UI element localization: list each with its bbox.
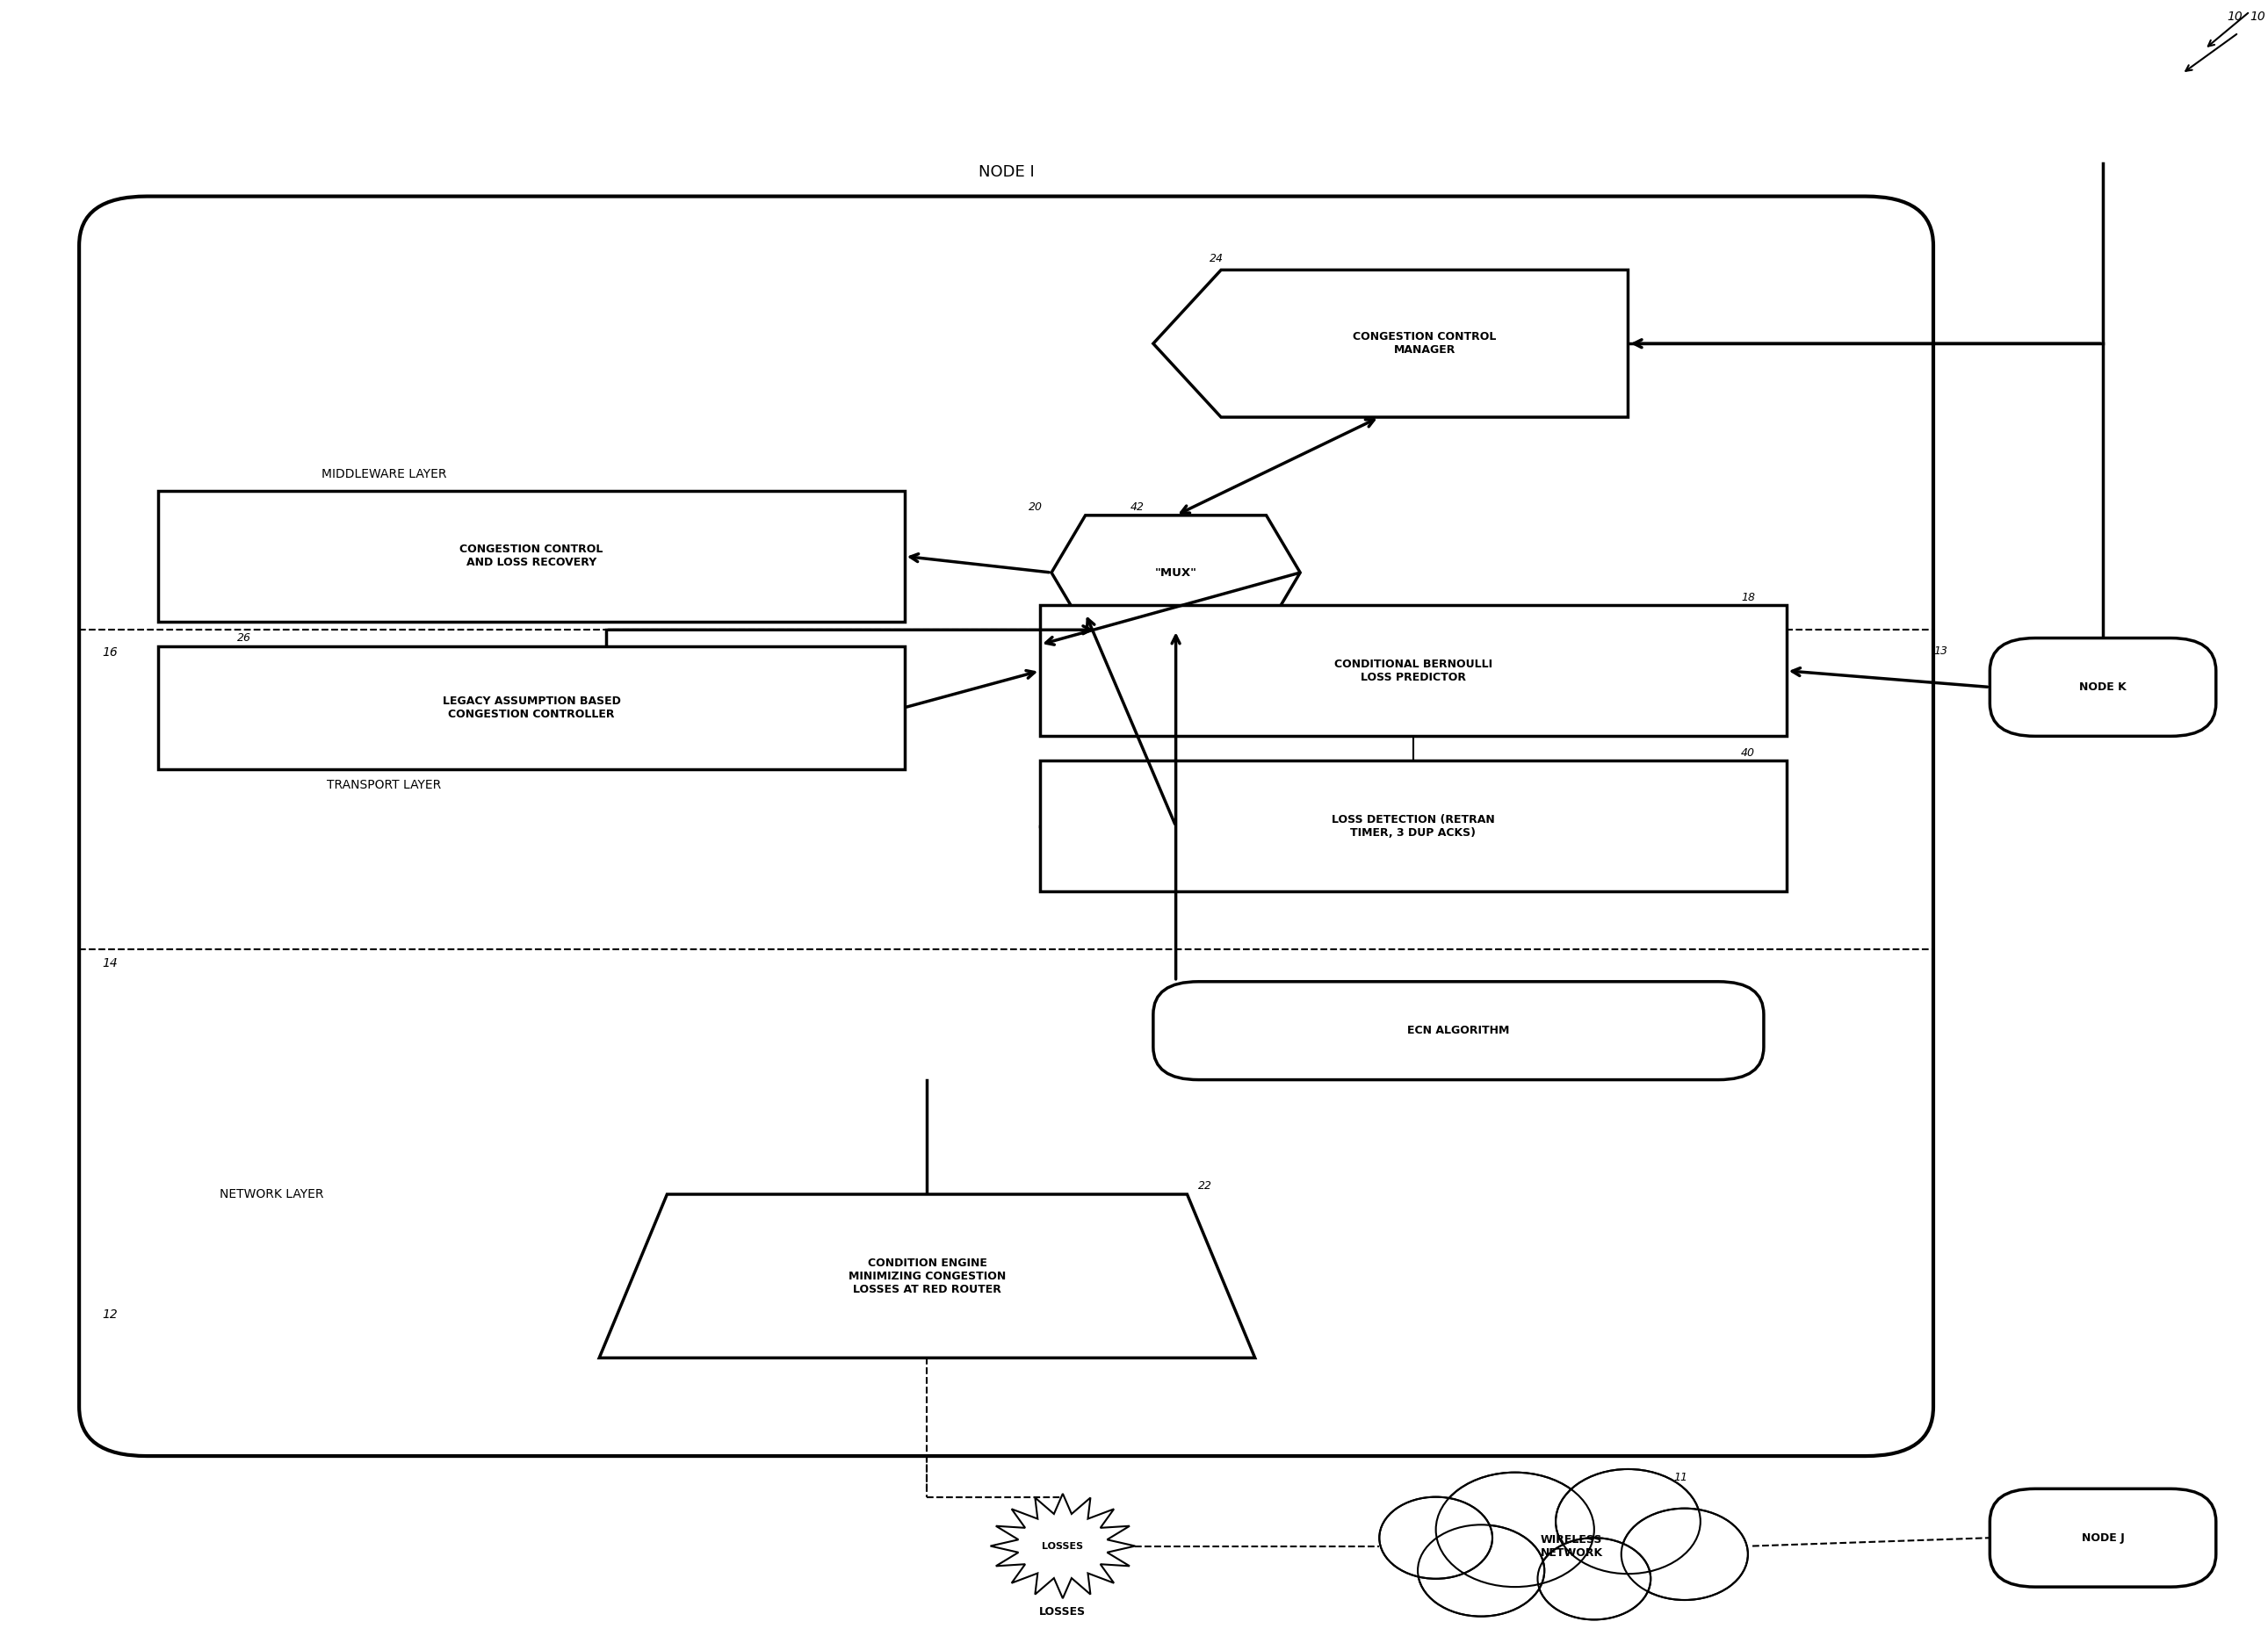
Text: CONDITIONAL BERNOULLI
LOSS PREDICTOR: CONDITIONAL BERNOULLI LOSS PREDICTOR bbox=[1334, 658, 1492, 684]
Text: CONGESTION CONTROL
MANAGER: CONGESTION CONTROL MANAGER bbox=[1352, 330, 1497, 357]
FancyBboxPatch shape bbox=[1152, 982, 1765, 1080]
Text: NODE J: NODE J bbox=[2082, 1533, 2125, 1543]
Text: LOSSES: LOSSES bbox=[1041, 1541, 1084, 1551]
Text: NETWORK LAYER: NETWORK LAYER bbox=[220, 1188, 324, 1201]
Circle shape bbox=[1436, 1472, 1594, 1587]
Circle shape bbox=[1538, 1538, 1651, 1620]
Text: 11: 11 bbox=[1674, 1472, 1687, 1484]
FancyBboxPatch shape bbox=[79, 196, 1932, 1456]
Bar bbox=[1041, 605, 1787, 736]
FancyBboxPatch shape bbox=[1989, 638, 2216, 736]
Text: TRANSPORT LAYER: TRANSPORT LAYER bbox=[327, 779, 442, 792]
FancyBboxPatch shape bbox=[1989, 1489, 2216, 1587]
Text: "MUX": "MUX" bbox=[1154, 568, 1198, 578]
Circle shape bbox=[1418, 1525, 1545, 1616]
Circle shape bbox=[1379, 1497, 1492, 1579]
Polygon shape bbox=[1052, 515, 1300, 630]
Bar bbox=[159, 491, 905, 622]
Text: 20: 20 bbox=[1030, 502, 1043, 514]
Polygon shape bbox=[991, 1494, 1134, 1598]
Text: 40: 40 bbox=[1742, 748, 1755, 759]
Bar bbox=[159, 646, 905, 769]
Text: 10: 10 bbox=[2250, 10, 2266, 23]
Text: CONGESTION CONTROL
AND LOSS RECOVERY: CONGESTION CONTROL AND LOSS RECOVERY bbox=[460, 543, 603, 569]
Text: 22: 22 bbox=[1198, 1181, 1213, 1193]
Text: NODE I: NODE I bbox=[978, 164, 1034, 180]
Polygon shape bbox=[1152, 270, 1628, 417]
Text: 14: 14 bbox=[102, 957, 118, 970]
Text: LOSS DETECTION (RETRAN
TIMER, 3 DUP ACKS): LOSS DETECTION (RETRAN TIMER, 3 DUP ACKS… bbox=[1331, 813, 1495, 839]
Text: LEGACY ASSUMPTION BASED
CONGESTION CONTROLLER: LEGACY ASSUMPTION BASED CONGESTION CONTR… bbox=[442, 695, 621, 720]
Text: 12: 12 bbox=[102, 1309, 118, 1322]
Text: ECN ALGORITHM: ECN ALGORITHM bbox=[1408, 1026, 1510, 1036]
Text: NODE K: NODE K bbox=[2080, 682, 2127, 692]
Text: 42: 42 bbox=[1132, 502, 1145, 514]
Text: 13: 13 bbox=[1932, 646, 1948, 658]
Circle shape bbox=[1622, 1508, 1749, 1600]
Text: 24: 24 bbox=[1209, 254, 1225, 265]
Text: LOSSES: LOSSES bbox=[1039, 1607, 1086, 1616]
Circle shape bbox=[1556, 1469, 1701, 1574]
Text: WIRELESS
NETWORK: WIRELESS NETWORK bbox=[1540, 1533, 1603, 1559]
Text: CONDITION ENGINE
MINIMIZING CONGESTION
LOSSES AT RED ROUTER: CONDITION ENGINE MINIMIZING CONGESTION L… bbox=[848, 1256, 1005, 1296]
Text: MIDDLEWARE LAYER: MIDDLEWARE LAYER bbox=[322, 468, 447, 481]
Text: 26: 26 bbox=[238, 633, 252, 645]
Bar bbox=[1041, 761, 1787, 892]
Text: 16: 16 bbox=[102, 646, 118, 659]
Text: 10: 10 bbox=[2227, 10, 2243, 23]
Polygon shape bbox=[599, 1194, 1254, 1358]
Text: 18: 18 bbox=[1742, 592, 1755, 604]
